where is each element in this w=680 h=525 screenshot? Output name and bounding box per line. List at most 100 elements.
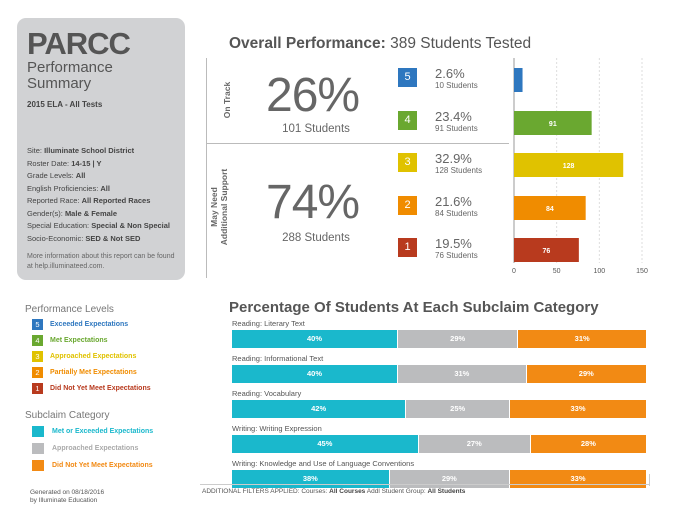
- on-track-label: On Track: [222, 81, 232, 119]
- level-5-swatch: 5: [32, 319, 43, 330]
- more-info-note: More information about this report can b…: [27, 253, 175, 270]
- legend-label: Approached Expectations: [52, 445, 139, 452]
- bar-value-label: 76: [543, 248, 551, 255]
- level-1-swatch: 1: [32, 383, 43, 394]
- subclaim-segment: 29%: [389, 470, 511, 488]
- report-title-line2: Summary: [27, 75, 92, 92]
- support-students: 288 Students: [282, 232, 350, 244]
- bar-level-1: [514, 238, 579, 262]
- subclaim-segment: 31%: [518, 330, 647, 348]
- legend-level-2: 2 Partially Met Expectations: [32, 367, 137, 378]
- approached-swatch: [32, 443, 44, 454]
- level-student-count: 128 Students: [435, 166, 483, 175]
- bar-value-label: 84: [546, 206, 554, 213]
- bar-level-3: [514, 153, 624, 177]
- legend-level-4: 4 Met Expectations: [32, 335, 108, 346]
- overall-performance-title: Overall Performance: 389 Students Tested: [229, 35, 532, 52]
- level-percent: 32.9%: [435, 151, 472, 166]
- bar-level-5: [514, 68, 523, 92]
- bar-value-label: 91: [549, 121, 557, 128]
- x-tick-label: 50: [553, 268, 561, 275]
- section-divider-line: [206, 58, 207, 278]
- level-student-count: 10 Students: [435, 81, 478, 90]
- level-student-count: 91 Students: [435, 124, 478, 133]
- level-1-badge: 1: [398, 238, 417, 257]
- subclaim-segment: 29%: [526, 365, 647, 383]
- legend-label: Met or Exceeded Expectations: [52, 428, 154, 435]
- level-4-badge: 4: [398, 111, 417, 130]
- level-3-badge: 3: [398, 153, 417, 172]
- level-student-count: 76 Students: [435, 251, 478, 260]
- summary-card: PARCC Performance Summary 2015 ELA - All…: [17, 18, 185, 280]
- subclaim-chart-title: Percentage Of Students At Each Subclaim …: [229, 299, 599, 316]
- footer-divider-tick: [649, 474, 650, 486]
- subclaim-stacked-bar: 45% 27% 28%: [232, 435, 647, 453]
- subclaim-segment: 33%: [510, 400, 647, 418]
- generated-note: Generated on 08/18/2016 by Illuminate Ed…: [30, 489, 105, 504]
- filter-english-proficiencies: English Proficiencies: All: [27, 183, 110, 193]
- legend-level-5: 5 Exceeded Expectations: [32, 319, 128, 330]
- subclaim-category-label: Writing: Knowledge and Use of Language C…: [232, 459, 415, 468]
- legend-level-1: 1 Did Not Yet Meet Expectations: [32, 383, 151, 394]
- filter-gender: Gender(s): Male & Female: [27, 208, 118, 218]
- subclaim-segment: 27%: [418, 435, 531, 453]
- level-percent: 21.6%: [435, 194, 472, 209]
- test-name: 2015 ELA - All Tests: [27, 100, 103, 109]
- subclaim-segment: 40%: [232, 365, 398, 383]
- legend-label: Did Not Yet Meet Expectations: [52, 462, 153, 469]
- filter-special-education: Special Education: Special & Non Special: [27, 221, 170, 230]
- additional-support-label: May Need Additional Support: [209, 168, 229, 246]
- subclaim-segment: 29%: [398, 330, 519, 348]
- legend-label: Met Expectations: [50, 337, 108, 344]
- level-5-badge: 5: [398, 68, 417, 87]
- level-4-swatch: 4: [32, 335, 43, 346]
- filter-socio-economic: Socio-Economic: SED & Not SED: [27, 233, 141, 243]
- on-track-percent: 26%: [266, 69, 360, 122]
- subclaim-stacked-bar: 40% 29% 31%: [232, 330, 647, 348]
- bar-value-label: 128: [563, 163, 575, 170]
- level-2-swatch: 2: [32, 367, 43, 378]
- met-exceeded-swatch: [32, 426, 44, 437]
- subclaim-segment: 28%: [530, 435, 647, 453]
- not-yet-met-swatch: [32, 460, 44, 471]
- subclaim-segment: 42%: [232, 400, 407, 418]
- subclaim-stacked-bar: 42% 25% 33%: [232, 400, 647, 418]
- legend-label: Exceeded Expectations: [50, 321, 129, 328]
- subclaim-stacked-bar: 38% 29% 33%: [232, 470, 647, 488]
- subclaim-category-label: Writing: Writing Expression: [232, 424, 322, 433]
- filter-roster-date: Roster Date: 14-15 | Y: [27, 158, 102, 168]
- subclaim-segment: 38%: [232, 470, 390, 488]
- subclaim-segment: 25%: [406, 400, 511, 418]
- x-tick-label: 0: [512, 268, 516, 275]
- level-percent: 19.5%: [435, 236, 472, 251]
- filter-site: Site: Illuminate School District: [27, 146, 135, 155]
- filter-list: Site: Illuminate School District Roster …: [27, 145, 170, 245]
- bar-level-4: [514, 111, 592, 135]
- x-tick-label: 100: [593, 268, 605, 275]
- parcc-logo: PARCC: [27, 26, 131, 61]
- performance-levels-heading: Performance Levels: [25, 304, 114, 315]
- level-2-badge: 2: [398, 196, 417, 215]
- additional-filters: ADDITIONAL FILTERS APPLIED: Courses: All…: [202, 488, 466, 495]
- legend-label: Did Not Yet Meet Expectations: [50, 385, 151, 392]
- subclaim-segment: 40%: [232, 330, 398, 348]
- support-percent: 74%: [266, 176, 360, 229]
- filter-grade-levels: Grade Levels: All: [27, 171, 86, 180]
- filter-reported-race: Reported Race: All Reported Races: [27, 196, 151, 205]
- subclaim-segment: 31%: [398, 365, 527, 383]
- level-3-swatch: 3: [32, 351, 43, 362]
- subclaim-category-label: Reading: Literary Text: [232, 319, 305, 328]
- footer-divider: [200, 484, 650, 485]
- report-title-line1: Performance: [27, 59, 113, 76]
- on-track-students: 101 Students: [282, 123, 350, 135]
- legend-level-3: 3 Approached Expectations: [32, 351, 136, 362]
- legend-label: Approached Expectations: [50, 353, 137, 360]
- subclaim-category-heading: Subclaim Category: [25, 410, 110, 421]
- subclaim-segment: 33%: [510, 470, 647, 488]
- overall-bar-chart: 0 50 100 150 91 128 84 76: [512, 58, 648, 275]
- legend-label: Partially Met Expectations: [50, 369, 137, 376]
- bar-level-2: [514, 196, 586, 220]
- level-percent: 23.4%: [435, 109, 472, 124]
- subclaim-segment: 45%: [232, 435, 419, 453]
- level-percent: 2.6%: [435, 66, 465, 81]
